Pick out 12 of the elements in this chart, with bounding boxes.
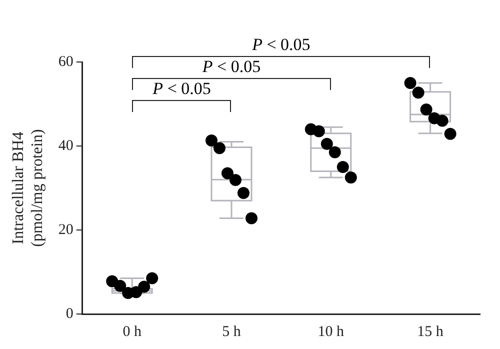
x-tick-label: 10 h [318, 324, 345, 340]
annotation: P < 0.05 [152, 79, 211, 99]
y-tick-label: 60 [58, 54, 74, 70]
x-tick-label: 15 h [417, 324, 444, 340]
y-tick-label: 0 [66, 306, 74, 322]
x-tick-label: 5 h [222, 324, 242, 340]
y-axis-title: Intracellular BH4 (pmol/mg protein) [10, 129, 46, 247]
y-tick-label: 20 [58, 222, 74, 238]
text: P < 0.05 [252, 35, 310, 55]
annotation: P < 0.05 [202, 57, 261, 77]
y-tick-label: 40 [58, 138, 74, 154]
x-tick-label: 0 h [122, 324, 142, 340]
